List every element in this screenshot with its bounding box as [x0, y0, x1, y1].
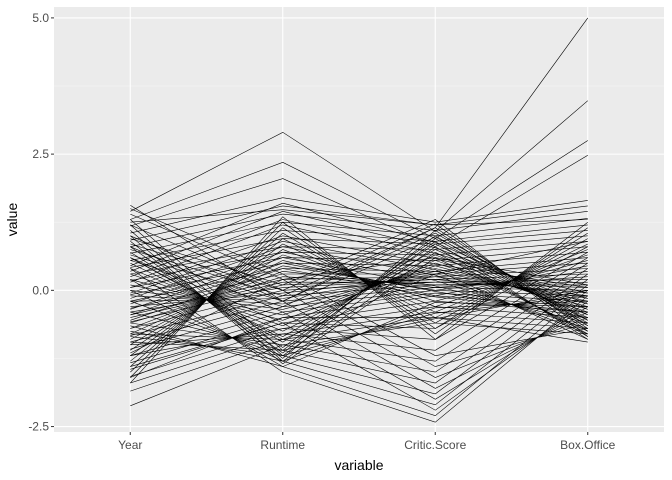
- series-line-8: [130, 218, 588, 254]
- series-line-99: [130, 241, 588, 340]
- series-line-76: [130, 246, 588, 367]
- series-line-97: [130, 290, 588, 351]
- x-tick-label: Year: [118, 438, 142, 452]
- series-line-9: [130, 224, 588, 261]
- series-line-87: [130, 235, 588, 288]
- y-tick-label: 2.5: [32, 147, 49, 161]
- x-axis-ticks: Year Runtime Critic.Score Box.Office: [118, 432, 616, 452]
- y-axis-ticks: -2.5 0.0 2.5 5.0: [28, 11, 54, 434]
- y-tick-label: -2.5: [28, 420, 49, 434]
- series-line-6: [130, 205, 588, 241]
- series-line-2: [130, 100, 588, 232]
- series-line-30: [130, 219, 588, 351]
- series-line-7: [130, 211, 588, 247]
- series-line-67: [130, 268, 588, 423]
- x-tick-label: Runtime: [260, 438, 305, 452]
- x-axis-title: variable: [334, 457, 383, 473]
- series-line-14: [130, 251, 588, 295]
- plot-panel: [54, 7, 664, 432]
- series-line-71: [130, 273, 588, 384]
- x-tick-label: Critic.Score: [404, 438, 466, 452]
- series-line-16: [130, 262, 588, 309]
- x-tick-label: Box.Office: [560, 438, 615, 452]
- series-line-28: [130, 317, 588, 392]
- series-line-69: [130, 284, 588, 406]
- series-line-64: [130, 235, 588, 389]
- series-line-73: [130, 262, 588, 362]
- series-line-74: [130, 257, 588, 351]
- series-line-11: [130, 235, 588, 275]
- series-line-3: [130, 140, 588, 239]
- series-line-75: [130, 251, 588, 356]
- series-line-100: [130, 257, 588, 354]
- y-tick-label: 5.0: [32, 11, 49, 25]
- series-line-12: [130, 241, 588, 281]
- series-lines: [130, 17, 589, 423]
- series-line-10: [130, 230, 588, 268]
- series-line-60: [130, 216, 588, 384]
- series-line-70: [130, 279, 588, 395]
- y-axis-title: value: [4, 203, 20, 237]
- series-line-98: [130, 209, 588, 226]
- series-line-4: [130, 154, 588, 248]
- series-line-77: [130, 317, 588, 378]
- series-line-72: [130, 268, 588, 373]
- series-line-5: [130, 197, 588, 234]
- series-line-68: [130, 279, 588, 417]
- y-tick-label: 0.0: [32, 283, 49, 297]
